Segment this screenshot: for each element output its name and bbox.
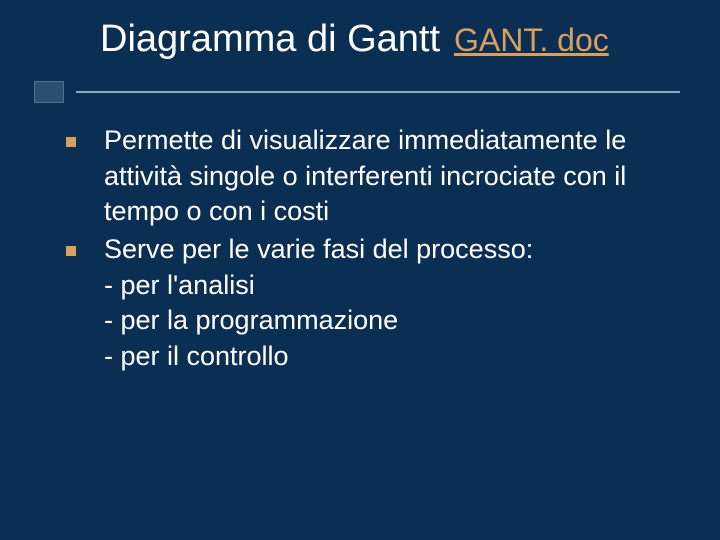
content-area: Permette di visualizzare immediatamente …	[66, 123, 670, 374]
bullet-icon	[66, 246, 76, 256]
list-item-text: Serve per le varie fasi del processo: - …	[104, 232, 670, 375]
bullet-icon	[66, 137, 76, 147]
slide-title: Diagramma di Gantt	[100, 18, 440, 61]
divider	[30, 91, 690, 93]
list-item: Serve per le varie fasi del processo: - …	[66, 232, 670, 375]
list-subline: - per la programmazione	[104, 303, 670, 339]
divider-box-icon	[34, 81, 64, 103]
slide: Diagramma di Gantt GANT. doc Permette di…	[0, 0, 720, 540]
list-item-text: Permette di visualizzare immediatamente …	[104, 123, 670, 230]
title-row: Diagramma di Gantt GANT. doc	[100, 18, 690, 61]
list-subline: - per l'analisi	[104, 268, 670, 304]
list-item: Permette di visualizzare immediatamente …	[66, 123, 670, 230]
title-link[interactable]: GANT. doc	[454, 22, 609, 59]
list-subline: - per il controllo	[104, 339, 670, 375]
list-item-main: Serve per le varie fasi del processo:	[104, 234, 533, 264]
divider-line	[76, 91, 680, 93]
